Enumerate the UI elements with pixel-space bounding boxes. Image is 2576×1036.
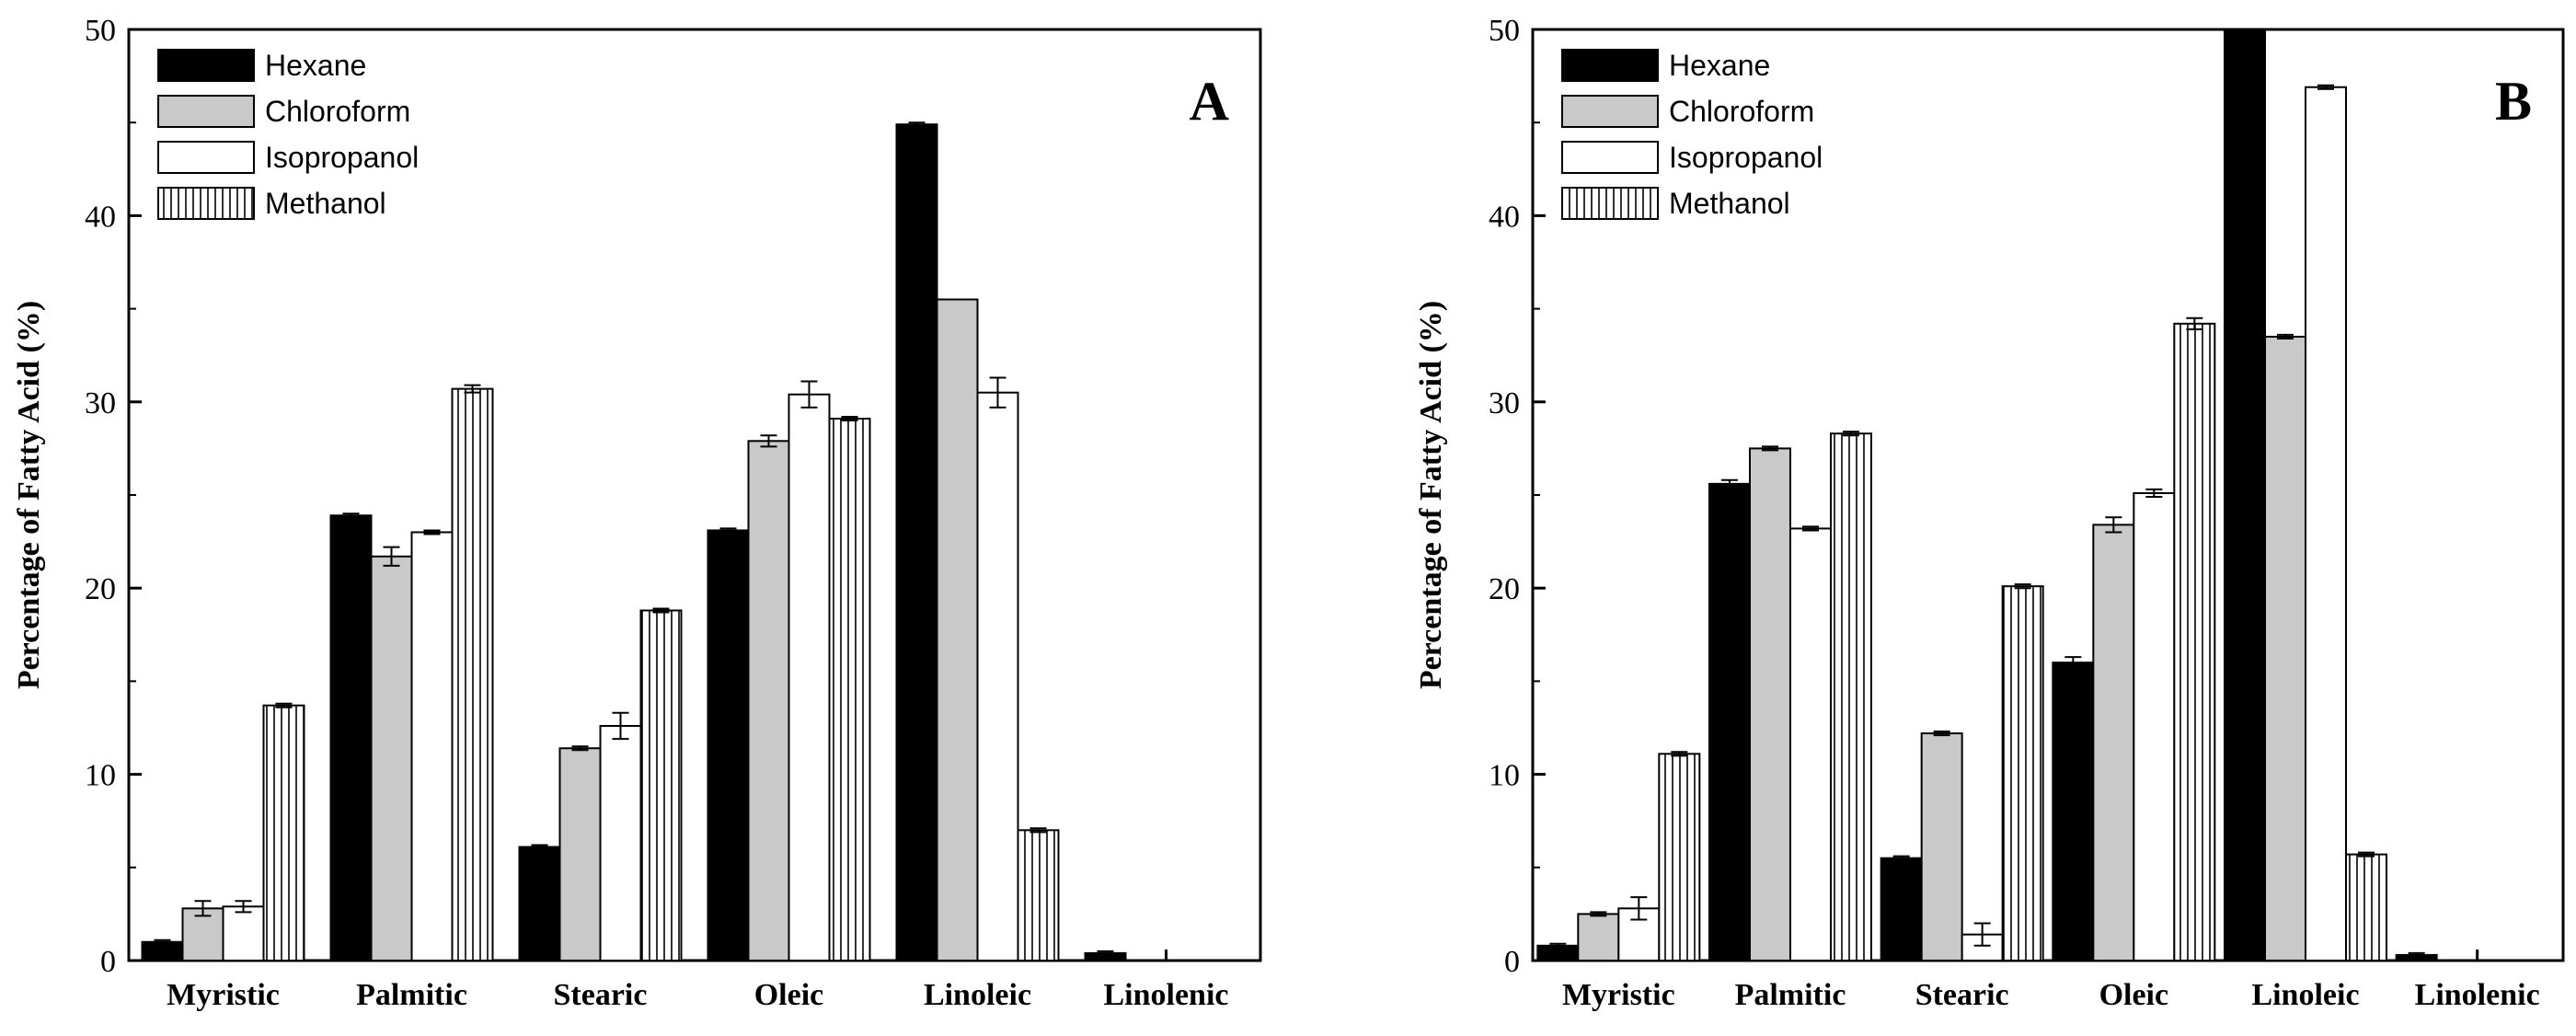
bar-chloroform-palmitic	[1749, 447, 1791, 961]
bar-hexane-oleic	[707, 529, 750, 961]
bar-isopropanol-oleic	[2133, 491, 2176, 961]
y-tick-label: 50	[1489, 14, 1520, 48]
y-tick-label: 50	[85, 14, 116, 48]
legend-swatch-methanol	[1561, 187, 1659, 220]
y-tick-label: 40	[1489, 200, 1520, 234]
x-category-label: Linoleic	[2251, 978, 2359, 1012]
bar-isopropanol-palmitic	[410, 531, 454, 961]
bar-isopropanol-linoleic	[976, 391, 1019, 961]
chart-panel-a: 0 10 20 30 40 50 Percentage of Fatty Acid (%) M…	[12, 14, 1262, 1012]
legend-label-methanol: Methanol	[265, 187, 386, 220]
bar-hexane-linoleic	[2224, 29, 2266, 961]
bar-methanol-oleic	[828, 418, 871, 961]
bar-hexane-stearic	[1880, 857, 1923, 961]
x-category-label: Myristic	[167, 978, 280, 1012]
bar-isopropanol-myristic	[1617, 907, 1661, 962]
y-tick-label: 10	[1489, 759, 1520, 793]
x-category-label: Stearic	[554, 978, 648, 1012]
panel-label: B	[2495, 71, 2532, 132]
legend-label-isopropanol: Isopropanol	[265, 141, 419, 174]
bar-isopropanol-stearic	[599, 724, 642, 962]
bar-chloroform-stearic	[1920, 732, 1963, 962]
x-category-label: Stearic	[1915, 978, 2009, 1012]
legend-swatch-isopropanol	[157, 141, 255, 174]
bar-hexane-stearic	[518, 846, 561, 962]
x-category-label: Linolenic	[2415, 978, 2540, 1012]
y-tick-label: 30	[85, 386, 116, 420]
bar-chloroform-myristic	[1577, 913, 1620, 962]
bar-methanol-stearic	[2001, 585, 2044, 962]
bar-chloroform-oleic	[2092, 524, 2135, 961]
y-axis-title: Percentage of Fatty Acid (%)	[12, 301, 46, 689]
bar-methanol-palmitic	[451, 387, 494, 961]
bar-methanol-palmitic	[1830, 432, 1872, 961]
x-category-label: Palmitic	[1735, 978, 1846, 1012]
y-axis-title: Percentage of Fatty Acid (%)	[1414, 301, 1448, 689]
bar-methanol-myristic	[262, 704, 305, 961]
bar-hexane-linoleic	[895, 123, 938, 961]
y-tick-label: 30	[1489, 386, 1520, 420]
bar-isopropanol-myristic	[222, 905, 265, 962]
bar-methanol-stearic	[639, 609, 683, 961]
panel-label: A	[1190, 71, 1229, 132]
bar-methanol-oleic	[2173, 322, 2216, 961]
bar-methanol-myristic	[1658, 753, 1701, 961]
bar-chloroform-stearic	[558, 747, 602, 961]
legend-label-chloroform: Chloroform	[265, 95, 410, 128]
y-tick-label: 40	[85, 200, 116, 234]
x-category-label: Palmitic	[356, 978, 467, 1012]
x-category-label: Myristic	[1562, 978, 1675, 1012]
legend-swatch-chloroform	[1561, 95, 1659, 128]
bar-isopropanol-linoleic	[2305, 86, 2347, 961]
bar-isopropanol-oleic	[788, 393, 831, 962]
bar-methanol-linoleic	[1017, 829, 1060, 961]
x-category-label: Linolenic	[1103, 978, 1228, 1012]
bar-chloroform-palmitic	[370, 555, 413, 961]
y-tick-label: 20	[85, 572, 116, 606]
bar-chloroform-linoleic	[936, 298, 979, 962]
y-tick-label: 0	[100, 945, 116, 979]
bar-hexane-palmitic	[1708, 482, 1751, 961]
legend-swatch-hexane	[1561, 49, 1659, 82]
x-category-label: Oleic	[2099, 978, 2169, 1012]
bar-chloroform-linoleic	[2264, 335, 2306, 961]
legend-label-hexane: Hexane	[265, 49, 366, 82]
x-category-label: Oleic	[754, 978, 824, 1012]
legend-label-methanol: Methanol	[1669, 187, 1790, 220]
x-category-label: Linoleic	[924, 978, 1031, 1012]
legend-swatch-hexane	[157, 49, 255, 82]
bar-hexane-myristic	[141, 940, 184, 962]
y-tick-label: 0	[1504, 945, 1520, 979]
legend-swatch-methanol	[157, 187, 255, 220]
bar-chloroform-oleic	[747, 440, 790, 961]
y-tick-label: 10	[85, 759, 116, 793]
legend-label-chloroform: Chloroform	[1669, 95, 1814, 128]
legend-swatch-isopropanol	[1561, 141, 1659, 174]
bar-isopropanol-palmitic	[1789, 527, 1832, 961]
chart-panel-b: 0 10 20 30 40 50 Percentage of Fatty Acid (%) M…	[1414, 14, 2565, 1012]
legend-label-isopropanol: Isopropanol	[1669, 141, 1823, 174]
bar-hexane-palmitic	[329, 514, 373, 961]
legend-swatch-chloroform	[157, 95, 255, 128]
bar-methanol-linoleic	[2345, 853, 2387, 962]
bar-hexane-oleic	[2052, 662, 2095, 961]
legend-label-hexane: Hexane	[1669, 49, 1770, 82]
y-tick-label: 20	[1489, 572, 1520, 606]
